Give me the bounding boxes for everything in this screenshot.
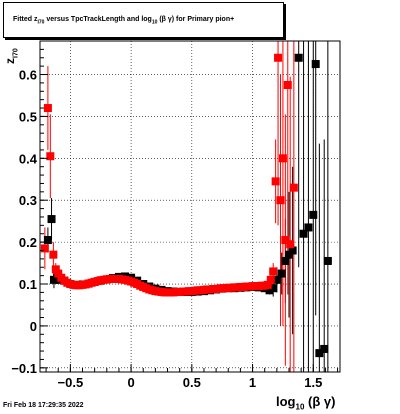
- data-point: [49, 250, 58, 259]
- data-point: [278, 154, 287, 163]
- error-bars: [44, 41, 329, 372]
- grid-lines: [40, 41, 340, 372]
- data-point: [284, 250, 293, 259]
- data-point: [286, 240, 295, 249]
- data-point: [43, 104, 52, 113]
- data-point: [288, 246, 297, 255]
- data-point: [266, 275, 275, 284]
- data-point-diamond: [320, 344, 329, 353]
- x-tick-label: 1.5: [304, 375, 322, 390]
- x-axis-label: log10 (β γ): [276, 394, 335, 412]
- data-point: [309, 210, 318, 219]
- data-point: [315, 349, 324, 358]
- title-suffix: (β γ) for Primary pion+: [157, 16, 235, 23]
- data-point: [281, 256, 290, 265]
- data-point: [299, 229, 308, 238]
- data-point: [277, 269, 286, 278]
- data-point: [263, 280, 272, 289]
- data-point: [54, 269, 63, 278]
- x-tick-label: −0.5: [58, 375, 84, 390]
- y-tick-label: 0.5: [19, 109, 37, 124]
- data-point: [281, 236, 290, 245]
- data-point: [47, 215, 56, 224]
- x-tick-label: 0.5: [183, 375, 201, 390]
- x-tick-label: 1: [249, 375, 256, 390]
- xlabel-suffix: (β γ): [304, 394, 336, 409]
- data-point: [283, 80, 292, 89]
- y-tick-label: −0.1: [11, 361, 37, 376]
- title-mid: versus TpcTrackLength and log: [44, 16, 152, 23]
- data-points: [40, 53, 332, 358]
- chart-title: Fitted zI70 versus TpcTrackLength and lo…: [13, 16, 234, 25]
- data-point: [272, 275, 281, 284]
- data-point: [311, 60, 320, 69]
- data-point: [51, 265, 60, 274]
- axis-ticks: [40, 40, 339, 372]
- y-tick-label: 0: [30, 319, 37, 334]
- xlabel-main: log: [276, 394, 296, 409]
- timestamp: Fri Feb 18 17:29:35 2022: [3, 402, 84, 409]
- data-point: [271, 177, 280, 186]
- title-sub: I70: [37, 19, 45, 26]
- ylabel-sub: I70: [12, 48, 20, 58]
- y-tick-label: 0.6: [19, 68, 37, 83]
- y-tick-label: 0.4: [19, 151, 38, 166]
- data-point: [276, 196, 285, 205]
- y-tick-label: 0.1: [19, 277, 37, 292]
- ylabel-main: z: [3, 58, 17, 64]
- data-point: [304, 223, 313, 232]
- data-point: [40, 244, 49, 253]
- tick-labels: −0.5 0 0.5 1 1.5 −0.1 0 0.1 0.2 0.3 0.4 0.5 0.6: [11, 68, 322, 390]
- title-sub2: 10: [151, 19, 158, 26]
- data-point-diamond: [323, 256, 332, 265]
- plot-frame: [39, 40, 341, 373]
- x-tick-label: 0: [127, 375, 134, 390]
- data-point: [274, 53, 283, 62]
- data-point: [43, 236, 52, 245]
- data-point: [46, 152, 55, 161]
- data-point: [269, 267, 278, 276]
- y-axis-label: zI70: [3, 48, 19, 64]
- data-point: [269, 284, 278, 293]
- y-tick-label: 0.2: [19, 235, 37, 250]
- data-point: [289, 183, 298, 192]
- data-point: [294, 53, 303, 62]
- title-box: Fitted zI70 versus TpcTrackLength and lo…: [3, 2, 284, 38]
- xlabel-sub: 10: [295, 402, 305, 412]
- title-prefix: Fitted z: [13, 16, 38, 23]
- y-tick-label: 0.3: [19, 193, 37, 208]
